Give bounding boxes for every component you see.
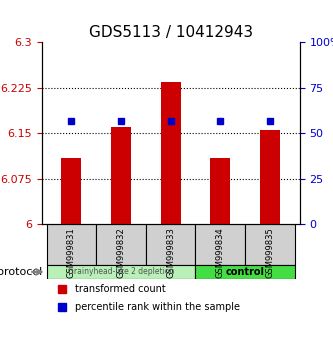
FancyBboxPatch shape	[96, 224, 146, 265]
Text: control: control	[225, 267, 265, 277]
Text: transformed count: transformed count	[75, 284, 166, 294]
Bar	[260, 130, 280, 224]
Bar	[62, 158, 81, 224]
FancyBboxPatch shape	[195, 265, 295, 279]
Bar	[111, 127, 131, 224]
FancyBboxPatch shape	[195, 224, 245, 265]
FancyBboxPatch shape	[146, 224, 195, 265]
Text: Grainyhead-like 2 depletion: Grainyhead-like 2 depletion	[68, 267, 174, 276]
Text: GSM999831: GSM999831	[67, 227, 76, 278]
Text: protocol: protocol	[0, 267, 43, 277]
Bar	[161, 82, 180, 224]
Title: GDS5113 / 10412943: GDS5113 / 10412943	[89, 25, 253, 40]
Text: GSM999835: GSM999835	[265, 227, 274, 278]
Text: percentile rank within the sample: percentile rank within the sample	[75, 302, 240, 312]
FancyBboxPatch shape	[47, 224, 96, 265]
FancyBboxPatch shape	[47, 265, 195, 279]
Bar	[210, 158, 230, 224]
Text: GSM999832: GSM999832	[117, 227, 126, 278]
FancyBboxPatch shape	[245, 224, 295, 265]
Text: GSM999833: GSM999833	[166, 227, 175, 278]
Text: GSM999834: GSM999834	[216, 227, 225, 278]
